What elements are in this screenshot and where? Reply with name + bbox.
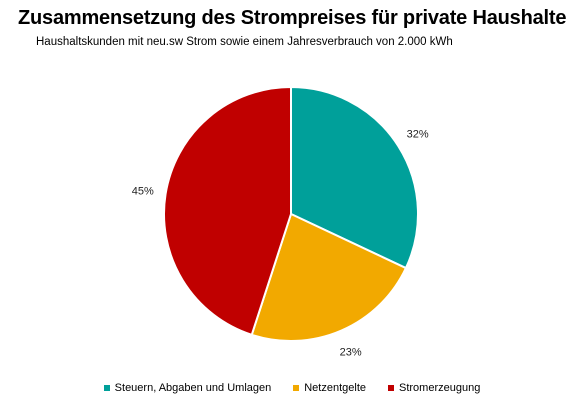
data-label-stromerzeugung: 45% <box>132 186 154 198</box>
legend-label-netzentgelte: Netzentgelte <box>304 382 366 394</box>
legend-label-stromerzeugung: Stromerzeugung <box>399 382 481 394</box>
pie-slice-netzentgelte <box>250 212 408 342</box>
legend-item-steuern: Steuern, Abgaben und Umlagen <box>103 382 272 394</box>
legend-item-stromerzeugung: Stromerzeugung <box>388 382 480 394</box>
legend-label-steuern: Steuern, Abgaben und Umlagen <box>114 382 272 394</box>
pie-slice-stromerzeugung <box>163 85 292 337</box>
legend: Steuern, Abgaben und Umlagen Netzentgelt… <box>0 382 584 394</box>
chart-subtitle: Haushaltskunden mit neu.sw Strom sowie e… <box>36 36 453 48</box>
legend-item-netzentgelte: Netzentgelte <box>293 382 366 394</box>
data-label-steuern: 32% <box>407 129 429 141</box>
data-label-netzentgelte: 23% <box>340 347 362 359</box>
pie-slice-steuern <box>290 85 419 270</box>
legend-swatch-steuern <box>103 385 110 391</box>
legend-swatch-netzentgelte <box>293 385 300 391</box>
chart-title: Zusammensetzung des Strompreises für pri… <box>18 7 567 29</box>
legend-swatch-stromerzeugung <box>388 385 394 391</box>
